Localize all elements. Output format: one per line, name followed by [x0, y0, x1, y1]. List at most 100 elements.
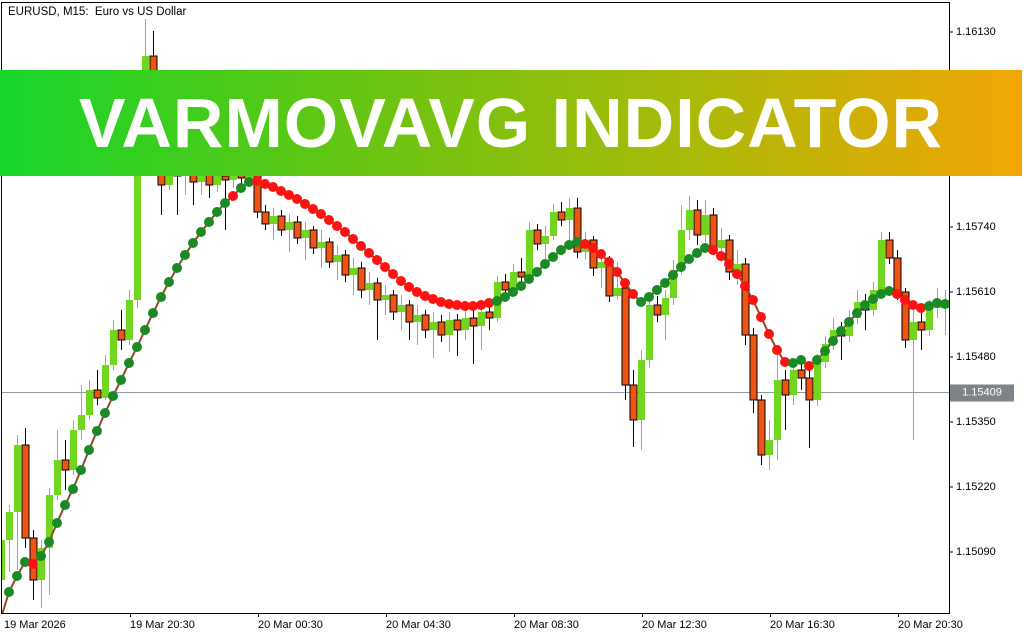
candle-bull [598, 262, 605, 268]
ma-dot-down [580, 239, 590, 249]
candle-bull [662, 298, 669, 315]
candle-bull [334, 255, 341, 262]
ma-dot-up [844, 317, 854, 327]
candle-bear [93, 389, 102, 399]
candle-bear [469, 317, 478, 327]
candle-bull [542, 236, 549, 244]
ma-dot-up [660, 278, 670, 288]
ma-dot-up [812, 355, 822, 365]
candle-bear [781, 379, 790, 396]
candle-bull [302, 230, 309, 238]
candle-bear [629, 384, 638, 421]
candle-bear [453, 319, 462, 331]
ma-dot-up [148, 308, 158, 318]
candle-bull [478, 312, 485, 326]
ma-dot-down [484, 298, 494, 308]
candle-bull [318, 242, 325, 248]
ma-dot-up [140, 325, 150, 335]
time-axis-label: 20 Mar 12:30 [642, 619, 707, 631]
ma-dot-up [4, 587, 14, 597]
ma-dot-down [476, 300, 486, 310]
ma-dot-up [116, 375, 126, 385]
candle-bull [134, 160, 141, 300]
ma-dot-down [252, 176, 262, 186]
candle-bear [573, 207, 582, 253]
candle-bull [78, 415, 85, 430]
time-axis[interactable]: 19 Mar 2026 19 Mar 20:30 20 Mar 00:30 20 Ma… [0, 613, 1024, 640]
ma-dot-down [780, 357, 790, 367]
ma-dot-up [500, 292, 510, 302]
ma-dot-down [732, 269, 742, 279]
candle-bear [757, 399, 766, 456]
candle-bear [29, 537, 38, 581]
ma-dot-up [820, 346, 830, 356]
candle-bull [790, 370, 797, 395]
ma-dot-up [876, 289, 886, 299]
ma-dot-down [628, 289, 638, 299]
ma-dot-down [460, 301, 470, 311]
ma-dot-down [716, 251, 726, 261]
ma-dot-up [668, 270, 678, 280]
plot-layer [2, 19, 949, 613]
varmovavg-line [2, 179, 946, 613]
candle-bull [38, 548, 45, 580]
ma-dot-down [596, 249, 606, 259]
ma-dot-up [100, 408, 110, 418]
candle-bear [917, 321, 926, 331]
candle-bear [309, 229, 318, 249]
candle-bull [398, 305, 405, 312]
ma-dot-down [316, 209, 326, 219]
ma-dot-up [156, 292, 166, 302]
ma-dot-down [340, 227, 350, 237]
ma-dot-up [652, 285, 662, 295]
symbol-label: EURUSD, M15: Euro vs US Dollar [8, 6, 187, 18]
ma-dot-up [636, 297, 646, 307]
ma-dot-up [188, 238, 198, 248]
candle-bear [533, 229, 542, 245]
candle-bear [373, 282, 382, 301]
candle-bull [638, 360, 645, 420]
ma-dot-up [852, 308, 862, 318]
ma-dot-down [620, 278, 630, 288]
ma-dot-up [180, 250, 190, 260]
candle-bull [230, 174, 237, 180]
candle-bear [797, 369, 806, 379]
ma-dot-up [932, 298, 942, 308]
candle-bear [901, 291, 910, 341]
ma-dot-up [52, 518, 62, 528]
ma-dot-up [516, 281, 526, 291]
price-axis[interactable]: 1.15409 1.16130 1.15740 1.15610 1.15480 1.15… [950, 0, 1024, 640]
price-axis-label: 1.15090 [956, 546, 996, 558]
ma-dot-down [284, 190, 294, 200]
ma-dot-down [748, 295, 758, 305]
ma-dot-up [60, 500, 70, 510]
time-axis-label: 20 Mar 20:30 [898, 619, 963, 631]
time-axis-label: 20 Mar 04:30 [386, 619, 451, 631]
candle-bull [566, 208, 573, 220]
time-axis-label: 20 Mar 00:30 [258, 619, 323, 631]
candle-bull [678, 230, 685, 270]
ma-dot-up [940, 299, 949, 309]
candle-bear [693, 209, 702, 236]
candle-bear [325, 241, 334, 263]
ma-dot-up [108, 391, 118, 401]
candle-bear [61, 459, 70, 471]
ma-dot-down [892, 289, 902, 299]
ma-dot-down [908, 300, 918, 310]
candle-bull [526, 230, 533, 277]
candle-bear [485, 311, 494, 319]
candle-bull [446, 320, 453, 335]
ma-dot-up [164, 277, 174, 287]
candle-bear [421, 314, 430, 331]
candle-bull [366, 283, 373, 290]
candle-bear [517, 271, 526, 278]
ma-dot-down [724, 259, 734, 269]
ma-dot-up [548, 252, 558, 262]
ma-dot-down [28, 559, 38, 569]
ma-dot-up [76, 465, 86, 475]
ma-dot-up [524, 274, 534, 284]
candle-bear [357, 267, 366, 291]
candle-bear [221, 175, 230, 181]
